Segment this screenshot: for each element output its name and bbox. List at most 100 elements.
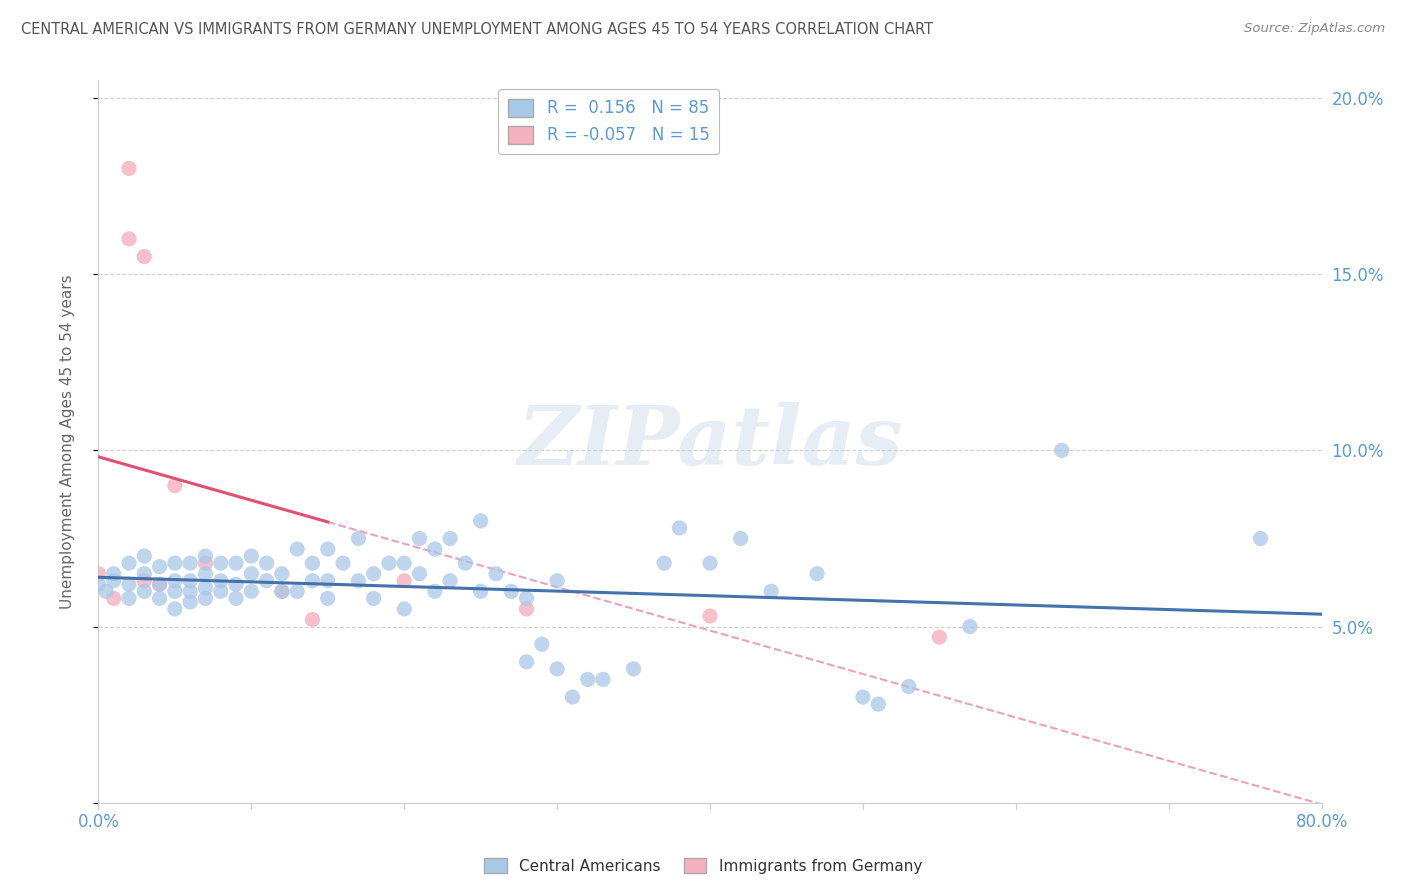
Point <box>240 566 263 581</box>
Text: ZIPatlas: ZIPatlas <box>517 401 903 482</box>
Point <box>149 577 172 591</box>
Point <box>392 602 416 616</box>
Point <box>134 250 156 264</box>
Point <box>408 566 430 581</box>
Point <box>270 566 292 581</box>
Point <box>959 619 981 633</box>
Point <box>163 574 186 588</box>
Point <box>1249 532 1271 546</box>
Point <box>103 574 125 588</box>
Point <box>225 591 247 606</box>
Point <box>546 662 568 676</box>
Point <box>546 574 568 588</box>
Point <box>240 549 263 563</box>
Point <box>209 556 232 570</box>
Point <box>316 591 339 606</box>
Point <box>118 232 141 246</box>
Point <box>516 655 538 669</box>
Text: Source: ZipAtlas.com: Source: ZipAtlas.com <box>1244 22 1385 36</box>
Point <box>225 556 247 570</box>
Point <box>897 680 920 694</box>
Point <box>285 584 308 599</box>
Point <box>194 566 217 581</box>
Point <box>270 584 292 599</box>
Point <box>256 556 278 570</box>
Point <box>623 662 645 676</box>
Point <box>652 556 675 570</box>
Point <box>163 584 186 599</box>
Point <box>94 584 117 599</box>
Point <box>347 532 370 546</box>
Point <box>408 532 430 546</box>
Point <box>270 584 292 599</box>
Point <box>392 556 416 570</box>
Point <box>592 673 614 687</box>
Point <box>363 591 385 606</box>
Point <box>806 566 828 581</box>
Point <box>240 584 263 599</box>
Point <box>439 532 461 546</box>
Point <box>194 556 217 570</box>
Point <box>118 591 141 606</box>
Point <box>209 574 232 588</box>
Point <box>759 584 782 599</box>
Point <box>194 549 217 563</box>
Point <box>301 556 323 570</box>
Point <box>561 690 583 704</box>
Point <box>470 584 492 599</box>
Point <box>134 549 156 563</box>
Point <box>163 556 186 570</box>
Point <box>516 591 538 606</box>
Point <box>868 697 890 711</box>
Point <box>363 566 385 581</box>
Point <box>179 574 201 588</box>
Point <box>392 574 416 588</box>
Point <box>225 577 247 591</box>
Point <box>179 595 201 609</box>
Legend: R =  0.156   N = 85, R = -0.057   N = 15: R = 0.156 N = 85, R = -0.057 N = 15 <box>498 88 720 154</box>
Point <box>316 574 339 588</box>
Point <box>516 602 538 616</box>
Text: CENTRAL AMERICAN VS IMMIGRANTS FROM GERMANY UNEMPLOYMENT AMONG AGES 45 TO 54 YEA: CENTRAL AMERICAN VS IMMIGRANTS FROM GERM… <box>21 22 934 37</box>
Point <box>332 556 354 570</box>
Point <box>118 577 141 591</box>
Point <box>485 566 508 581</box>
Y-axis label: Unemployment Among Ages 45 to 54 years: Unemployment Among Ages 45 to 54 years <box>60 274 75 609</box>
Point <box>470 514 492 528</box>
Point <box>454 556 477 570</box>
Point <box>194 591 217 606</box>
Point <box>301 574 323 588</box>
Point <box>668 521 690 535</box>
Point <box>285 542 308 557</box>
Point <box>852 690 875 704</box>
Point <box>87 566 110 581</box>
Point <box>118 161 141 176</box>
Point <box>149 591 172 606</box>
Point <box>118 556 141 570</box>
Point <box>423 584 446 599</box>
Point <box>928 630 950 644</box>
Point <box>87 577 110 591</box>
Point <box>439 574 461 588</box>
Point <box>699 556 721 570</box>
Legend: Central Americans, Immigrants from Germany: Central Americans, Immigrants from Germa… <box>478 852 928 880</box>
Point <box>316 542 339 557</box>
Point <box>163 602 186 616</box>
Point <box>149 577 172 591</box>
Point <box>179 556 201 570</box>
Point <box>256 574 278 588</box>
Point <box>501 584 523 599</box>
Point <box>134 566 156 581</box>
Point <box>194 581 217 595</box>
Point <box>301 613 323 627</box>
Point <box>134 574 156 588</box>
Point <box>103 566 125 581</box>
Point <box>576 673 599 687</box>
Point <box>730 532 752 546</box>
Point <box>179 584 201 599</box>
Point <box>699 609 721 624</box>
Point <box>163 478 186 492</box>
Point <box>347 574 370 588</box>
Point <box>209 584 232 599</box>
Point <box>1050 443 1073 458</box>
